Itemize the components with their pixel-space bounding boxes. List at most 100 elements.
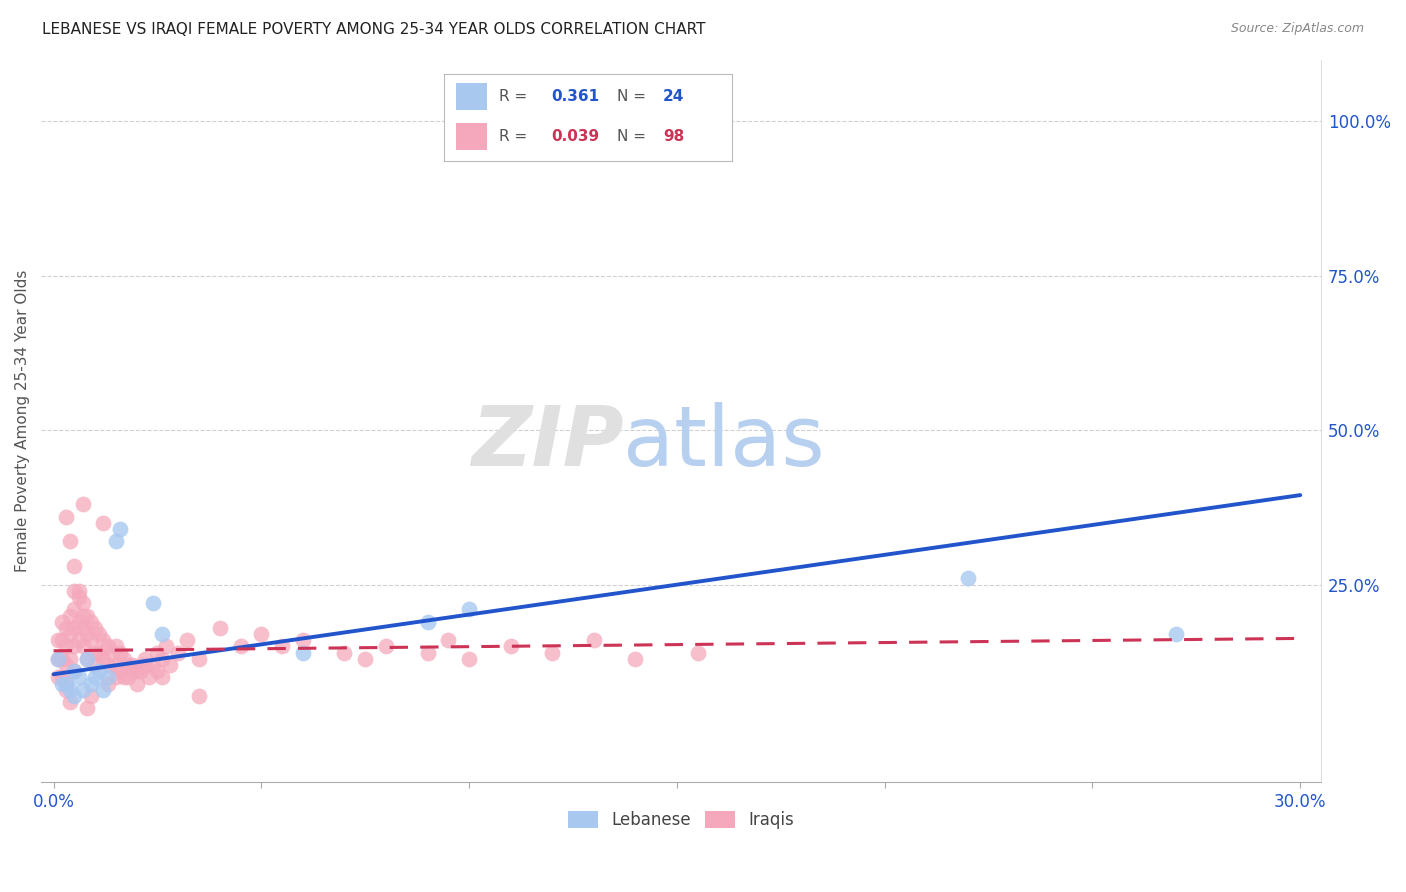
Point (437, 633, 460, 648)
Point (104, 670, 127, 684)
Point (104, 657, 127, 672)
Point (582, 633, 605, 648)
Point (51, 615, 73, 629)
Point (108, 646, 131, 660)
Point (125, 664, 148, 678)
Point (63, 664, 86, 678)
Point (1164, 627, 1187, 641)
Point (117, 657, 139, 672)
Point (63, 640, 86, 654)
Text: ZIP: ZIP (471, 402, 623, 483)
Point (112, 670, 135, 684)
Point (271, 640, 294, 654)
Point (121, 664, 143, 678)
Point (89, 646, 111, 660)
Point (63, 689, 86, 703)
Text: atlas: atlas (623, 402, 825, 483)
Point (121, 657, 143, 672)
Point (59, 682, 82, 697)
Point (67, 590, 90, 604)
Point (76, 627, 98, 641)
Point (333, 646, 356, 660)
Point (46, 652, 69, 666)
Point (59, 652, 82, 666)
Point (59, 534, 82, 549)
Point (59, 627, 82, 641)
Point (176, 633, 198, 648)
Point (84, 670, 107, 684)
Point (63, 602, 86, 616)
Point (67, 583, 90, 598)
Text: LEBANESE VS IRAQI FEMALE POVERTY AMONG 25-34 YEAR OLDS CORRELATION CHART: LEBANESE VS IRAQI FEMALE POVERTY AMONG 2… (42, 22, 706, 37)
Point (76, 652, 98, 666)
Point (188, 689, 211, 703)
Point (46, 633, 69, 648)
Point (80, 615, 103, 629)
Point (108, 664, 131, 678)
Point (55, 676, 77, 690)
Y-axis label: Female Poverty Among 25-34 Year Olds: Female Poverty Among 25-34 Year Olds (15, 269, 30, 572)
Point (416, 646, 439, 660)
Point (291, 633, 314, 648)
Point (458, 652, 481, 666)
Point (150, 670, 173, 684)
Point (354, 652, 377, 666)
Point (59, 695, 82, 709)
Point (541, 646, 564, 660)
Point (956, 572, 979, 586)
Point (159, 657, 181, 672)
Point (104, 640, 127, 654)
Point (55, 621, 77, 635)
Point (89, 664, 111, 678)
Point (84, 657, 107, 672)
Point (63, 583, 86, 598)
Point (188, 652, 211, 666)
Point (89, 627, 111, 641)
Point (624, 652, 647, 666)
Point (134, 657, 156, 672)
Point (93, 633, 115, 648)
Point (250, 627, 273, 641)
Point (55, 682, 77, 697)
Point (142, 657, 165, 672)
Point (93, 516, 115, 530)
Point (108, 522, 131, 536)
Point (80, 676, 103, 690)
Point (59, 608, 82, 623)
Point (55, 657, 77, 672)
Point (80, 633, 103, 648)
Point (67, 670, 90, 684)
Point (46, 652, 69, 666)
Point (76, 608, 98, 623)
Point (146, 646, 169, 660)
Point (93, 652, 115, 666)
Point (76, 701, 98, 715)
Point (229, 640, 252, 654)
Legend: Lebanese, Iraqis: Lebanese, Iraqis (562, 804, 800, 836)
Point (76, 652, 98, 666)
Point (84, 621, 107, 635)
Point (142, 596, 165, 610)
Point (72, 596, 94, 610)
Point (67, 615, 90, 629)
Point (51, 652, 73, 666)
Point (150, 627, 173, 641)
Point (51, 633, 73, 648)
Text: Source: ZipAtlas.com: Source: ZipAtlas.com (1230, 22, 1364, 36)
Point (72, 608, 94, 623)
Point (134, 652, 156, 666)
Point (93, 682, 115, 697)
Point (150, 652, 173, 666)
Point (55, 509, 77, 524)
Point (416, 615, 439, 629)
Point (97, 676, 120, 690)
Point (63, 621, 86, 635)
Point (291, 646, 314, 660)
Point (100, 646, 122, 660)
Point (55, 676, 77, 690)
Point (686, 646, 709, 660)
Point (138, 670, 160, 684)
Point (97, 670, 120, 684)
Point (84, 646, 107, 660)
Point (72, 640, 94, 654)
